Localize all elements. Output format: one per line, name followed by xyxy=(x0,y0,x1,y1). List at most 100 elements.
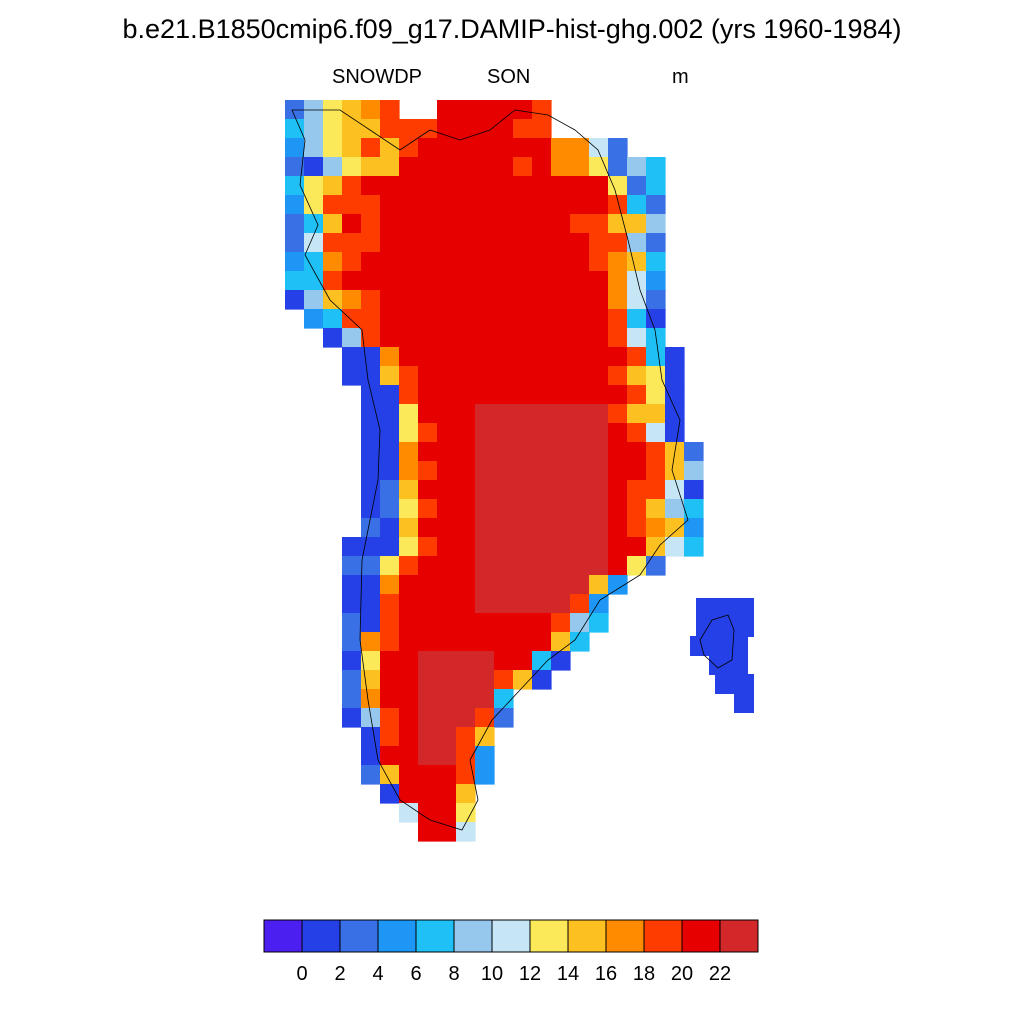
grid-cell xyxy=(589,556,609,576)
colorbar-tick-label: 12 xyxy=(519,963,541,985)
grid-cell xyxy=(646,518,666,538)
grid-cell xyxy=(380,556,400,576)
grid-cell xyxy=(418,328,438,348)
grid-cell xyxy=(380,100,400,120)
grid-cell xyxy=(418,613,438,633)
grid-cell xyxy=(342,214,362,234)
grid-cell xyxy=(627,537,647,557)
season-label: SON xyxy=(487,66,531,88)
grid-cell xyxy=(532,537,552,557)
grid-cell xyxy=(551,651,571,671)
grid-cell xyxy=(532,670,552,690)
grid-cell xyxy=(342,651,362,671)
grid-cell xyxy=(437,328,457,348)
grid-cell xyxy=(361,309,381,329)
grid-cell xyxy=(715,674,735,694)
grid-cell xyxy=(399,537,419,557)
colorbar-box xyxy=(453,919,493,953)
grid-cell xyxy=(475,537,495,557)
grid-cell xyxy=(342,708,362,728)
grid-cell xyxy=(418,499,438,519)
grid-cell xyxy=(418,689,438,709)
grid-cell xyxy=(589,385,609,405)
grid-cell xyxy=(646,556,666,576)
grid-cell xyxy=(285,271,305,291)
grid-cell xyxy=(304,119,324,139)
grid-cell xyxy=(418,651,438,671)
colorbar-box xyxy=(567,919,607,953)
grid-cell xyxy=(589,233,609,253)
grid-cell xyxy=(551,537,571,557)
grid-cell xyxy=(456,518,476,538)
grid-cell xyxy=(399,290,419,310)
grid-cell xyxy=(361,746,381,766)
grid-cell xyxy=(589,157,609,177)
colorbar-tick-label: 10 xyxy=(481,963,503,985)
grid-cell xyxy=(437,784,457,804)
grid-cell xyxy=(456,784,476,804)
colorbar-tick-label: 20 xyxy=(671,963,693,985)
grid-cell xyxy=(532,442,552,462)
grid-cell xyxy=(513,138,533,158)
grid-cell xyxy=(380,708,400,728)
grid-cell xyxy=(361,100,381,120)
grid-cell xyxy=(608,423,628,443)
grid-cell xyxy=(380,366,400,386)
grid-cell xyxy=(437,480,457,500)
grid-cell xyxy=(646,537,666,557)
grid-cell xyxy=(285,214,305,234)
grid-cell xyxy=(608,499,628,519)
grid-cell xyxy=(608,347,628,367)
variable-label: SNOWDP xyxy=(332,66,422,88)
grid-cell xyxy=(646,442,666,462)
grid-cell xyxy=(342,575,362,595)
grid-cell xyxy=(418,708,438,728)
grid-cell xyxy=(418,195,438,215)
grid-cell xyxy=(475,499,495,519)
grid-cell xyxy=(532,632,552,652)
grid-cell xyxy=(456,252,476,272)
grid-cell xyxy=(380,309,400,329)
grid-cell xyxy=(380,537,400,557)
colorbar-tick-label: 0 xyxy=(296,963,307,985)
grid-cell xyxy=(399,214,419,234)
grid-cell xyxy=(589,613,609,633)
grid-cell xyxy=(608,157,628,177)
grid-cell xyxy=(475,100,495,120)
grid-cell xyxy=(399,442,419,462)
grid-cell xyxy=(551,404,571,424)
grid-cell xyxy=(418,176,438,196)
grid-cell xyxy=(551,214,571,234)
grid-cell xyxy=(570,195,590,215)
grid-cell xyxy=(570,328,590,348)
grid-cell xyxy=(627,157,647,177)
grid-cell xyxy=(494,347,514,367)
grid-cell xyxy=(418,575,438,595)
grid-cell xyxy=(437,233,457,253)
grid-cell xyxy=(627,271,647,291)
grid-cell xyxy=(532,157,552,177)
grid-cell xyxy=(513,499,533,519)
grid-cell xyxy=(418,138,438,158)
grid-cell xyxy=(437,442,457,462)
grid-cell xyxy=(608,442,628,462)
grid-cell xyxy=(475,385,495,405)
grid-cell xyxy=(418,727,438,747)
grid-cell xyxy=(418,423,438,443)
grid-cell xyxy=(437,195,457,215)
grid-cell xyxy=(361,138,381,158)
colorbar-labels: 0 2 4 6 8 10 12 14 16 18 20 22 xyxy=(296,963,731,985)
grid-cell xyxy=(323,328,343,348)
grid-cell xyxy=(734,674,754,694)
grid-cell xyxy=(684,442,704,462)
grid-cell xyxy=(551,290,571,310)
grid-cell xyxy=(608,575,628,595)
grid-cell xyxy=(646,252,666,272)
grid-cell xyxy=(475,518,495,538)
grid-cell xyxy=(437,594,457,614)
grid-cell xyxy=(665,385,685,405)
grid-cell xyxy=(380,233,400,253)
grid-cell xyxy=(570,575,590,595)
grid-cell xyxy=(361,290,381,310)
